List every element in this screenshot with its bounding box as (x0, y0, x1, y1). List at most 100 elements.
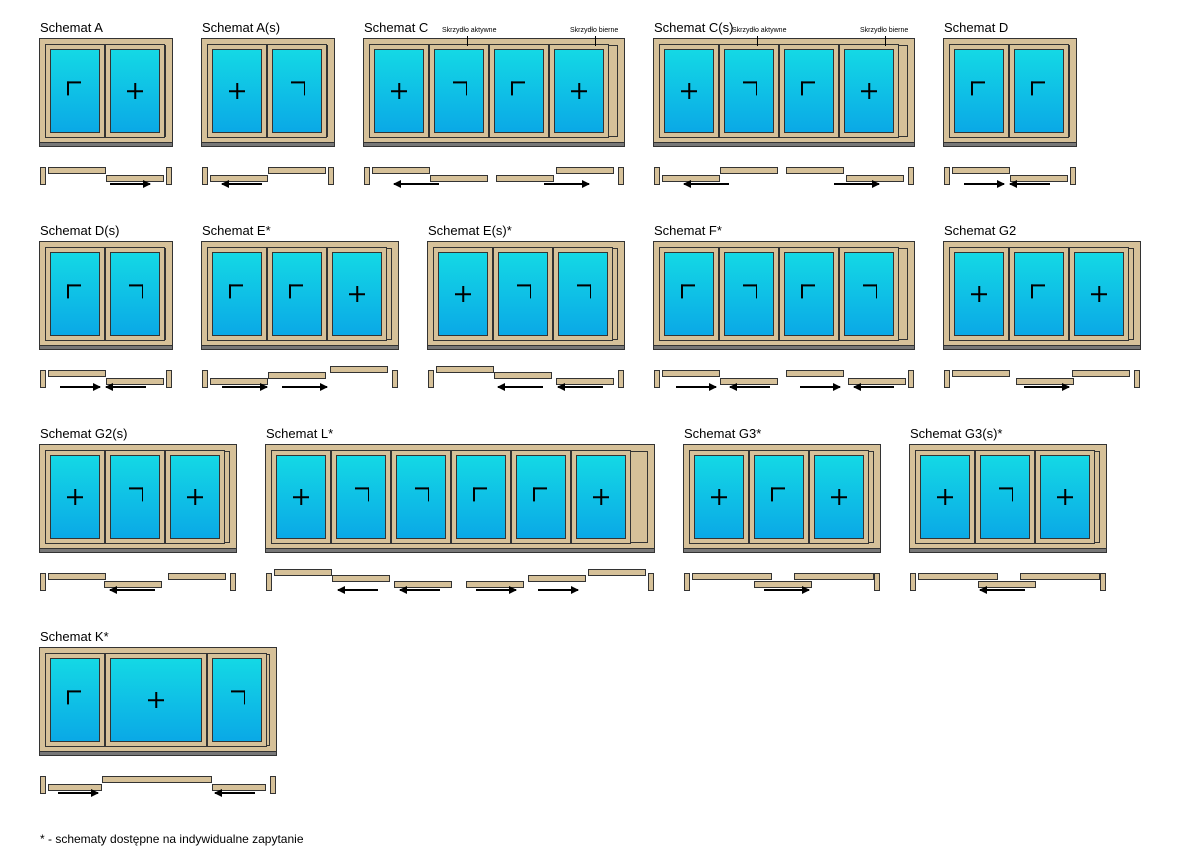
scheme-G2s: Schemat G2(s) (40, 426, 236, 599)
jamb-right (618, 167, 624, 185)
window-panel (268, 248, 326, 340)
jamb-right (1100, 573, 1106, 591)
window-panel (1010, 248, 1068, 340)
track-section (266, 571, 654, 599)
window-panel (328, 248, 386, 340)
track-bar (1020, 573, 1100, 580)
slide-arrow-right (544, 183, 589, 185)
scheme-title: Schemat D(s) (40, 223, 172, 238)
jamb-right (166, 167, 172, 185)
track-section (364, 165, 624, 193)
track-section (202, 368, 398, 396)
scheme-Es: Schemat E(s)* (428, 223, 624, 396)
window-panel (208, 654, 266, 746)
scheme-Cs: Schemat C(s)Skrzydło aktywneSkrzydło bie… (654, 20, 914, 193)
scheme-D: Schemat D (944, 20, 1076, 193)
scheme-title: Schemat E(s)* (428, 223, 624, 238)
track-bar (102, 776, 212, 783)
scheme-row: Schemat G2(s)Schemat L*Schemat G3*Schema… (40, 426, 1160, 599)
scheme-G3: Schemat G3* (684, 426, 880, 599)
slide-arrow-right (1024, 386, 1069, 388)
window-panel (208, 248, 266, 340)
scheme-title: Schemat F* (654, 223, 914, 238)
scheme-L: Schemat L* (266, 426, 654, 599)
jamb-left (202, 167, 208, 185)
window-panel (106, 248, 164, 340)
jamb-right (908, 167, 914, 185)
slide-arrow-left (730, 386, 770, 388)
track-section (40, 774, 276, 802)
slide-arrow-right (110, 183, 150, 185)
window-panel (166, 451, 224, 543)
slide-arrow-left (215, 792, 255, 794)
window-frame (428, 242, 624, 348)
window-panel (494, 248, 552, 340)
window-panel (46, 45, 104, 137)
jamb-right (874, 573, 880, 591)
scheme-Ds: Schemat D(s) (40, 223, 172, 396)
window-panel (950, 248, 1008, 340)
track-bar (692, 573, 772, 580)
scheme-As: Schemat A(s) (202, 20, 334, 193)
track-bar (1072, 370, 1130, 377)
slide-arrow-right (538, 589, 578, 591)
slide-arrow-left (498, 386, 543, 388)
track-bar (720, 167, 778, 174)
diagram-grid: Schemat ASchemat A(s)Schemat CSkrzydło b… (40, 20, 1160, 802)
slide-arrow-right (800, 386, 840, 388)
jamb-left (654, 167, 660, 185)
slide-arrow-left (222, 183, 262, 185)
jamb-right (1134, 370, 1140, 388)
window-panel (916, 451, 974, 543)
jamb-right (908, 370, 914, 388)
window-panel (660, 45, 718, 137)
window-frame (910, 445, 1106, 551)
panel-annotation: Skrzydło bierne (860, 27, 908, 34)
jamb-right (230, 573, 236, 591)
window-panel (452, 451, 510, 543)
slide-arrow-left (980, 589, 1025, 591)
scheme-E: Schemat E* (202, 223, 398, 396)
window-frame (40, 39, 172, 145)
track-bar (1010, 175, 1068, 182)
window-panel (840, 248, 898, 340)
window-panel (976, 451, 1034, 543)
window-panel (46, 451, 104, 543)
scheme-A: Schemat A (40, 20, 172, 193)
window-panel (490, 45, 548, 137)
jamb-left (40, 370, 46, 388)
track-bar (662, 370, 720, 377)
window-panel (434, 248, 492, 340)
scheme-title: Schemat K* (40, 629, 276, 644)
track-bar (332, 575, 390, 582)
window-panel (512, 451, 570, 543)
window-panel (554, 248, 612, 340)
track-bar (372, 167, 430, 174)
track-bar (436, 366, 494, 373)
jamb-left (364, 167, 370, 185)
window-frame (944, 242, 1140, 348)
slide-arrow-right (676, 386, 716, 388)
track-bar (330, 366, 388, 373)
window-panel (840, 45, 898, 137)
track-bar (48, 167, 106, 174)
window-panel (720, 248, 778, 340)
track-bar (786, 370, 844, 377)
jamb-left (910, 573, 916, 591)
scheme-G2: Schemat G2 (944, 223, 1140, 396)
scheme-G3s: Schemat G3(s)* (910, 426, 1106, 599)
window-frame (654, 39, 914, 145)
slide-arrow-left (106, 386, 146, 388)
jamb-left (202, 370, 208, 388)
jamb-left (40, 776, 46, 794)
window-panel (106, 451, 164, 543)
track-section (40, 571, 236, 599)
track-bar (268, 167, 326, 174)
scheme-title: Schemat A (40, 20, 172, 35)
window-panel (106, 45, 164, 137)
track-bar (528, 575, 586, 582)
track-bar (106, 378, 164, 385)
scheme-row: Schemat K* (40, 629, 1160, 802)
scheme-F: Schemat F* (654, 223, 914, 396)
track-bar (268, 372, 326, 379)
